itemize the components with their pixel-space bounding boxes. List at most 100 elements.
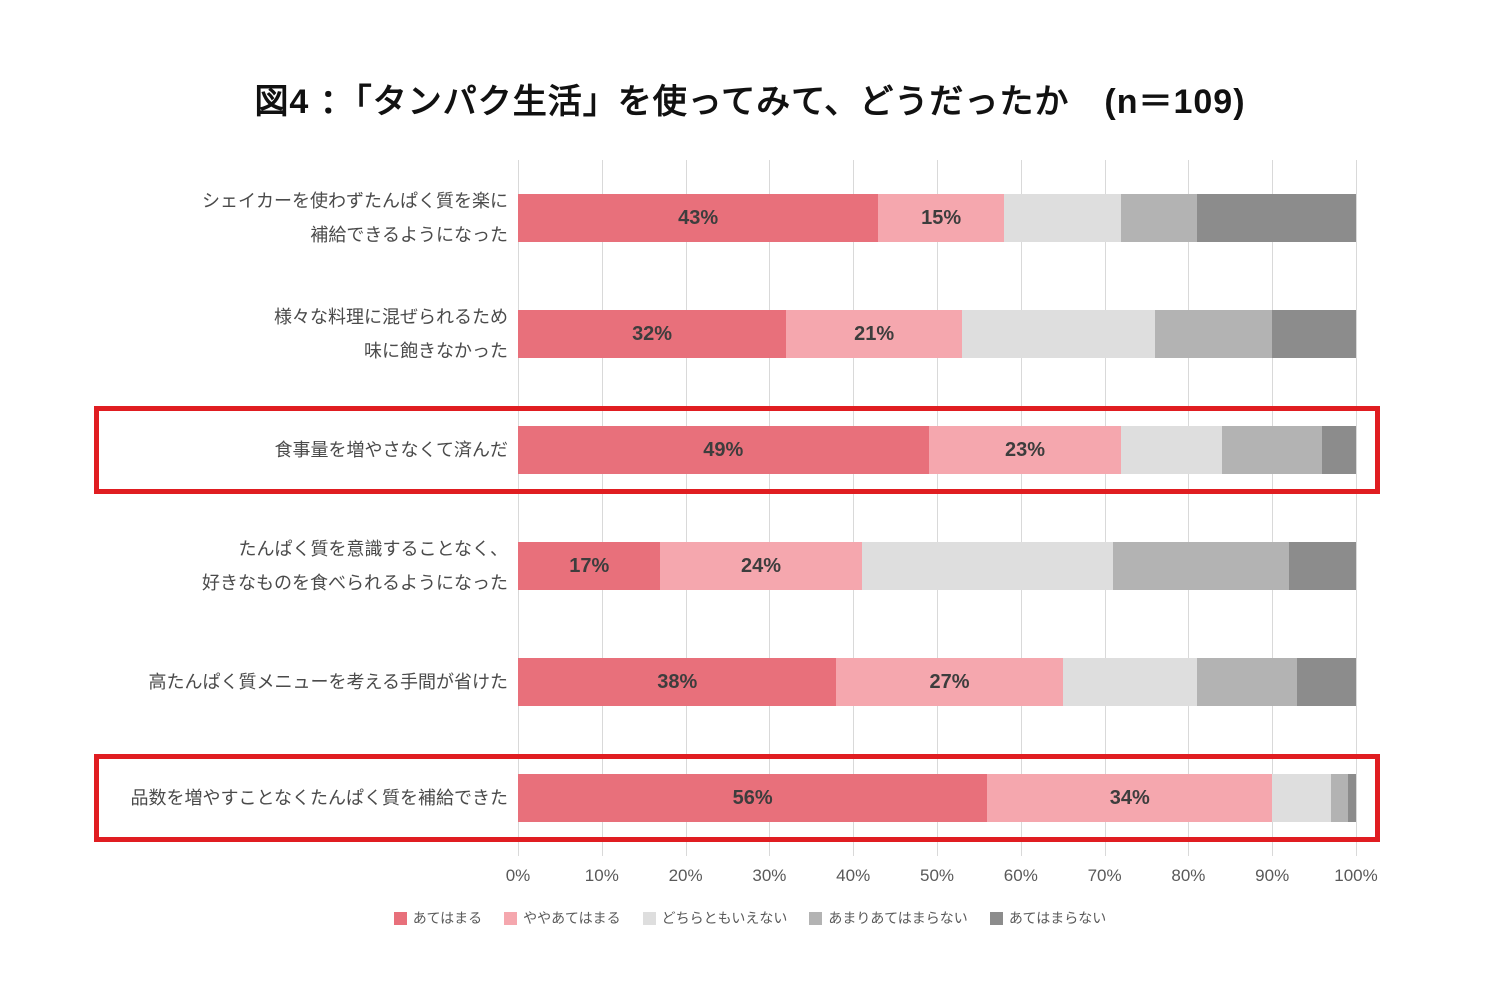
value-label: 49% (703, 438, 744, 461)
category-label-line: たんぱく質を意識することなく、 (238, 538, 508, 559)
bar-segment: 49% (518, 426, 929, 474)
bar-segment: 38% (518, 658, 837, 706)
legend-label: あてはまらない (1008, 910, 1107, 926)
bar-segment (1221, 426, 1323, 474)
bar-segment (962, 310, 1155, 358)
legend-item: あてはまる (393, 908, 483, 928)
bar-segment (1196, 194, 1356, 242)
gridline (1104, 160, 1106, 856)
legend-label: どちらともいえない (661, 910, 788, 926)
category-label: たんぱく質を意識することなく、 好きなものを食べられるようになった (90, 508, 508, 624)
bar-segment (1297, 658, 1356, 706)
bar-segment: 32% (518, 310, 787, 358)
bar-segment: 15% (878, 194, 1005, 242)
gridline (769, 160, 771, 856)
legend-swatch (504, 911, 518, 925)
x-axis-tick: 30% (752, 866, 787, 885)
value-label: 34% (1109, 786, 1150, 809)
bar-segment: 21% (786, 310, 963, 358)
value-label: 24% (740, 554, 782, 577)
legend-item: あてはまらない (989, 908, 1107, 928)
bar-segment (1322, 426, 1356, 474)
legend-label: あまりあてはまらない (828, 910, 968, 926)
legend-swatch (642, 911, 656, 925)
stacked-bar: 38% 27% (518, 658, 1356, 706)
plot-area (518, 160, 1357, 856)
bar-segment: 17% (518, 542, 661, 590)
category-label-line: 品数を増やすことなくたんぱく質を補給できた (130, 787, 508, 808)
gridline (853, 160, 855, 856)
stacked-bar: 43% 15% (518, 194, 1356, 242)
legend-swatch (809, 911, 823, 925)
x-axis-tick: 40% (836, 866, 871, 885)
bar-segment (1288, 542, 1356, 590)
legend-label: ややあてはまる (523, 910, 621, 926)
gridline (601, 160, 603, 856)
stacked-bar: 49% 23% (518, 426, 1356, 474)
bar-segment (1272, 774, 1331, 822)
x-axis-tick: 100% (1334, 866, 1378, 885)
bar-segment (1121, 426, 1222, 474)
legend-item: ややあてはまる (504, 908, 621, 928)
bar-segment: 43% (518, 194, 879, 242)
category-label-line: 味に飽きなかった (364, 341, 508, 361)
category-label: 様々な料理に混ぜられるため味に飽きなかった (90, 276, 508, 392)
category-label-line: 様々な料理に混ぜられるため (274, 306, 508, 327)
legend-item: あまりあてはまらない (809, 908, 968, 928)
legend-swatch (989, 911, 1003, 925)
value-label: 15% (921, 206, 962, 229)
bar-segment: 24% (660, 542, 862, 590)
x-axis-tick: 90% (1255, 866, 1290, 885)
category-label-line: 食事量を増やさなくて済んだ (274, 439, 508, 460)
x-axis-tick: 50% (919, 866, 955, 885)
category-label-line: シェイカーを使わずたんぱく質を楽に (202, 190, 508, 211)
gridline (1272, 160, 1274, 856)
bar-segment: 56% (518, 774, 988, 822)
bar-segment: 34% (987, 774, 1273, 822)
value-label: 56% (732, 786, 773, 809)
value-label: 43% (678, 206, 719, 229)
legend-label: あてはまる (412, 910, 483, 926)
x-axis-tick: 80% (1171, 866, 1206, 885)
value-label: 21% (854, 322, 895, 345)
bar-segment (1112, 542, 1289, 590)
gridline (1020, 160, 1022, 856)
bar-segment (1330, 774, 1348, 822)
chart-title: 図4 ：「タンパク生活」を使ってみて、どうだったか (n＝109) (254, 83, 1246, 121)
x-axis-tick: 60% (1003, 866, 1038, 885)
value-label: 17% (569, 554, 610, 577)
gridline (937, 160, 938, 856)
category-label: 高たんぱく質メニューを考える手間が省けた (90, 624, 508, 740)
x-axis-tick: 10% (584, 866, 619, 885)
category-label-line: 補給できるようになった (310, 225, 508, 245)
legend-item: どちらともいえない (642, 908, 788, 928)
category-label: 食事量を増やさなくて済んだ (90, 392, 508, 508)
x-axis-tick: 70% (1087, 866, 1122, 885)
legend-swatch (393, 911, 407, 925)
value-label: 23% (1004, 438, 1045, 461)
stacked-bar: 56% 34% (518, 774, 1356, 822)
bar-segment (1004, 194, 1122, 242)
x-axis-tick: 0% (505, 866, 531, 885)
x-axis-tick: 20% (668, 866, 703, 885)
gridline (1188, 160, 1190, 856)
category-label-line: 高たんぱく質メニューを考える手間が省けた (148, 671, 508, 692)
stacked-bar: 32% 21% (518, 310, 1356, 358)
bar-segment: 23% (928, 426, 1122, 474)
value-label: 32% (632, 322, 673, 345)
bar-segment (1347, 774, 1356, 822)
legend: あてはまる ややあてはまる どちらともいえない あまりあてはまらない あてはまらない (0, 908, 1500, 928)
gridline (1356, 160, 1357, 856)
bar-segment (1272, 310, 1356, 358)
bar-segment (1154, 310, 1273, 358)
category-label: 品数を増やすことなくたんぱく質を補給できた (90, 740, 508, 856)
bar-segment (1196, 658, 1298, 706)
bar-segment: 27% (836, 658, 1063, 706)
value-label: 38% (657, 670, 698, 693)
category-label: シェイカーを使わずたんぱく質を楽に補給できるようになった (90, 160, 508, 276)
bar-segment (1062, 658, 1197, 706)
gridline (518, 160, 519, 856)
bar-segment (861, 542, 1113, 590)
value-label: 27% (929, 670, 970, 693)
